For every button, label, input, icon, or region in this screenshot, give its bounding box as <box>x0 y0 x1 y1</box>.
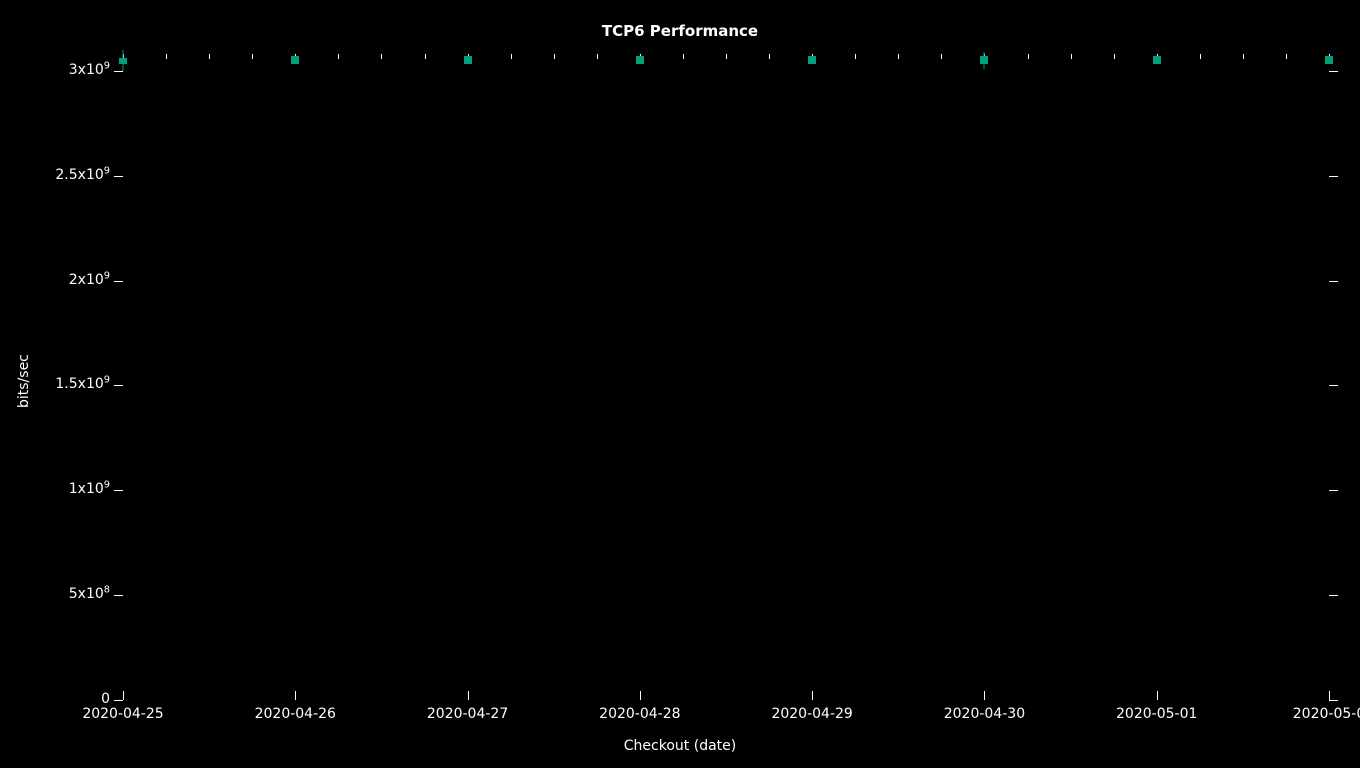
chart-container: TCP6 Performance bits/sec Checkout (date… <box>0 0 1360 768</box>
x-tick <box>812 691 813 700</box>
x-minor-tick <box>597 54 598 59</box>
x-minor-tick <box>898 54 899 59</box>
x-minor-tick <box>855 54 856 59</box>
x-tick-label: 2020-04-29 <box>762 706 862 722</box>
y-tick <box>1329 595 1338 596</box>
y-tick-label: 0 <box>101 691 110 707</box>
y-tick-label: 2.5x109 <box>55 167 110 183</box>
x-minor-tick <box>683 54 684 59</box>
x-minor-tick <box>941 54 942 59</box>
x-tick-label: 2020-04-30 <box>934 706 1034 722</box>
x-tick-label: 2020-05-01 <box>1107 706 1207 722</box>
x-tick <box>984 691 985 700</box>
y-tick <box>114 700 123 701</box>
x-tick <box>1329 691 1330 700</box>
y-tick <box>114 281 123 282</box>
chart-title: TCP6 Performance <box>0 22 1360 40</box>
x-minor-tick <box>381 54 382 59</box>
y-tick-label: 1.5x109 <box>55 376 110 392</box>
x-minor-tick <box>1114 54 1115 59</box>
x-minor-tick <box>554 54 555 59</box>
x-minor-tick <box>726 54 727 59</box>
x-tick-label: 2020-04-26 <box>245 706 345 722</box>
x-minor-tick <box>1028 54 1029 59</box>
y-tick <box>114 595 123 596</box>
x-axis-label: Checkout (date) <box>0 738 1360 754</box>
y-tick <box>1329 71 1338 72</box>
x-tick <box>640 691 641 700</box>
x-minor-tick <box>1286 54 1287 59</box>
y-tick-label: 1x109 <box>69 481 110 497</box>
y-tick-label: 5x108 <box>69 586 110 602</box>
y-tick-label: 2x109 <box>69 272 110 288</box>
y-tick <box>1329 385 1338 386</box>
x-tick <box>1157 691 1158 700</box>
y-tick <box>114 71 123 72</box>
x-tick <box>295 691 296 700</box>
x-tick-label: 2020-05-0 <box>1279 706 1360 722</box>
y-tick <box>1329 700 1338 701</box>
x-minor-tick <box>338 54 339 59</box>
x-tick <box>468 691 469 700</box>
y-tick-label: 3x109 <box>69 62 110 78</box>
x-tick-label: 2020-04-28 <box>590 706 690 722</box>
y-tick <box>1329 490 1338 491</box>
x-minor-tick <box>425 54 426 59</box>
x-minor-tick <box>1243 54 1244 59</box>
x-minor-tick <box>1071 54 1072 59</box>
x-minor-tick <box>252 54 253 59</box>
y-tick <box>114 176 123 177</box>
x-minor-tick <box>209 54 210 59</box>
x-minor-tick <box>1200 54 1201 59</box>
x-minor-tick <box>166 54 167 59</box>
y-tick <box>1329 281 1338 282</box>
x-tick-label: 2020-04-27 <box>418 706 518 722</box>
x-tick-label: 2020-04-25 <box>73 706 173 722</box>
x-tick <box>123 691 124 700</box>
y-axis-label: bits/sec <box>16 354 32 408</box>
y-tick <box>114 490 123 491</box>
y-tick <box>114 385 123 386</box>
x-minor-tick <box>769 54 770 59</box>
x-minor-tick <box>511 54 512 59</box>
y-tick <box>1329 176 1338 177</box>
